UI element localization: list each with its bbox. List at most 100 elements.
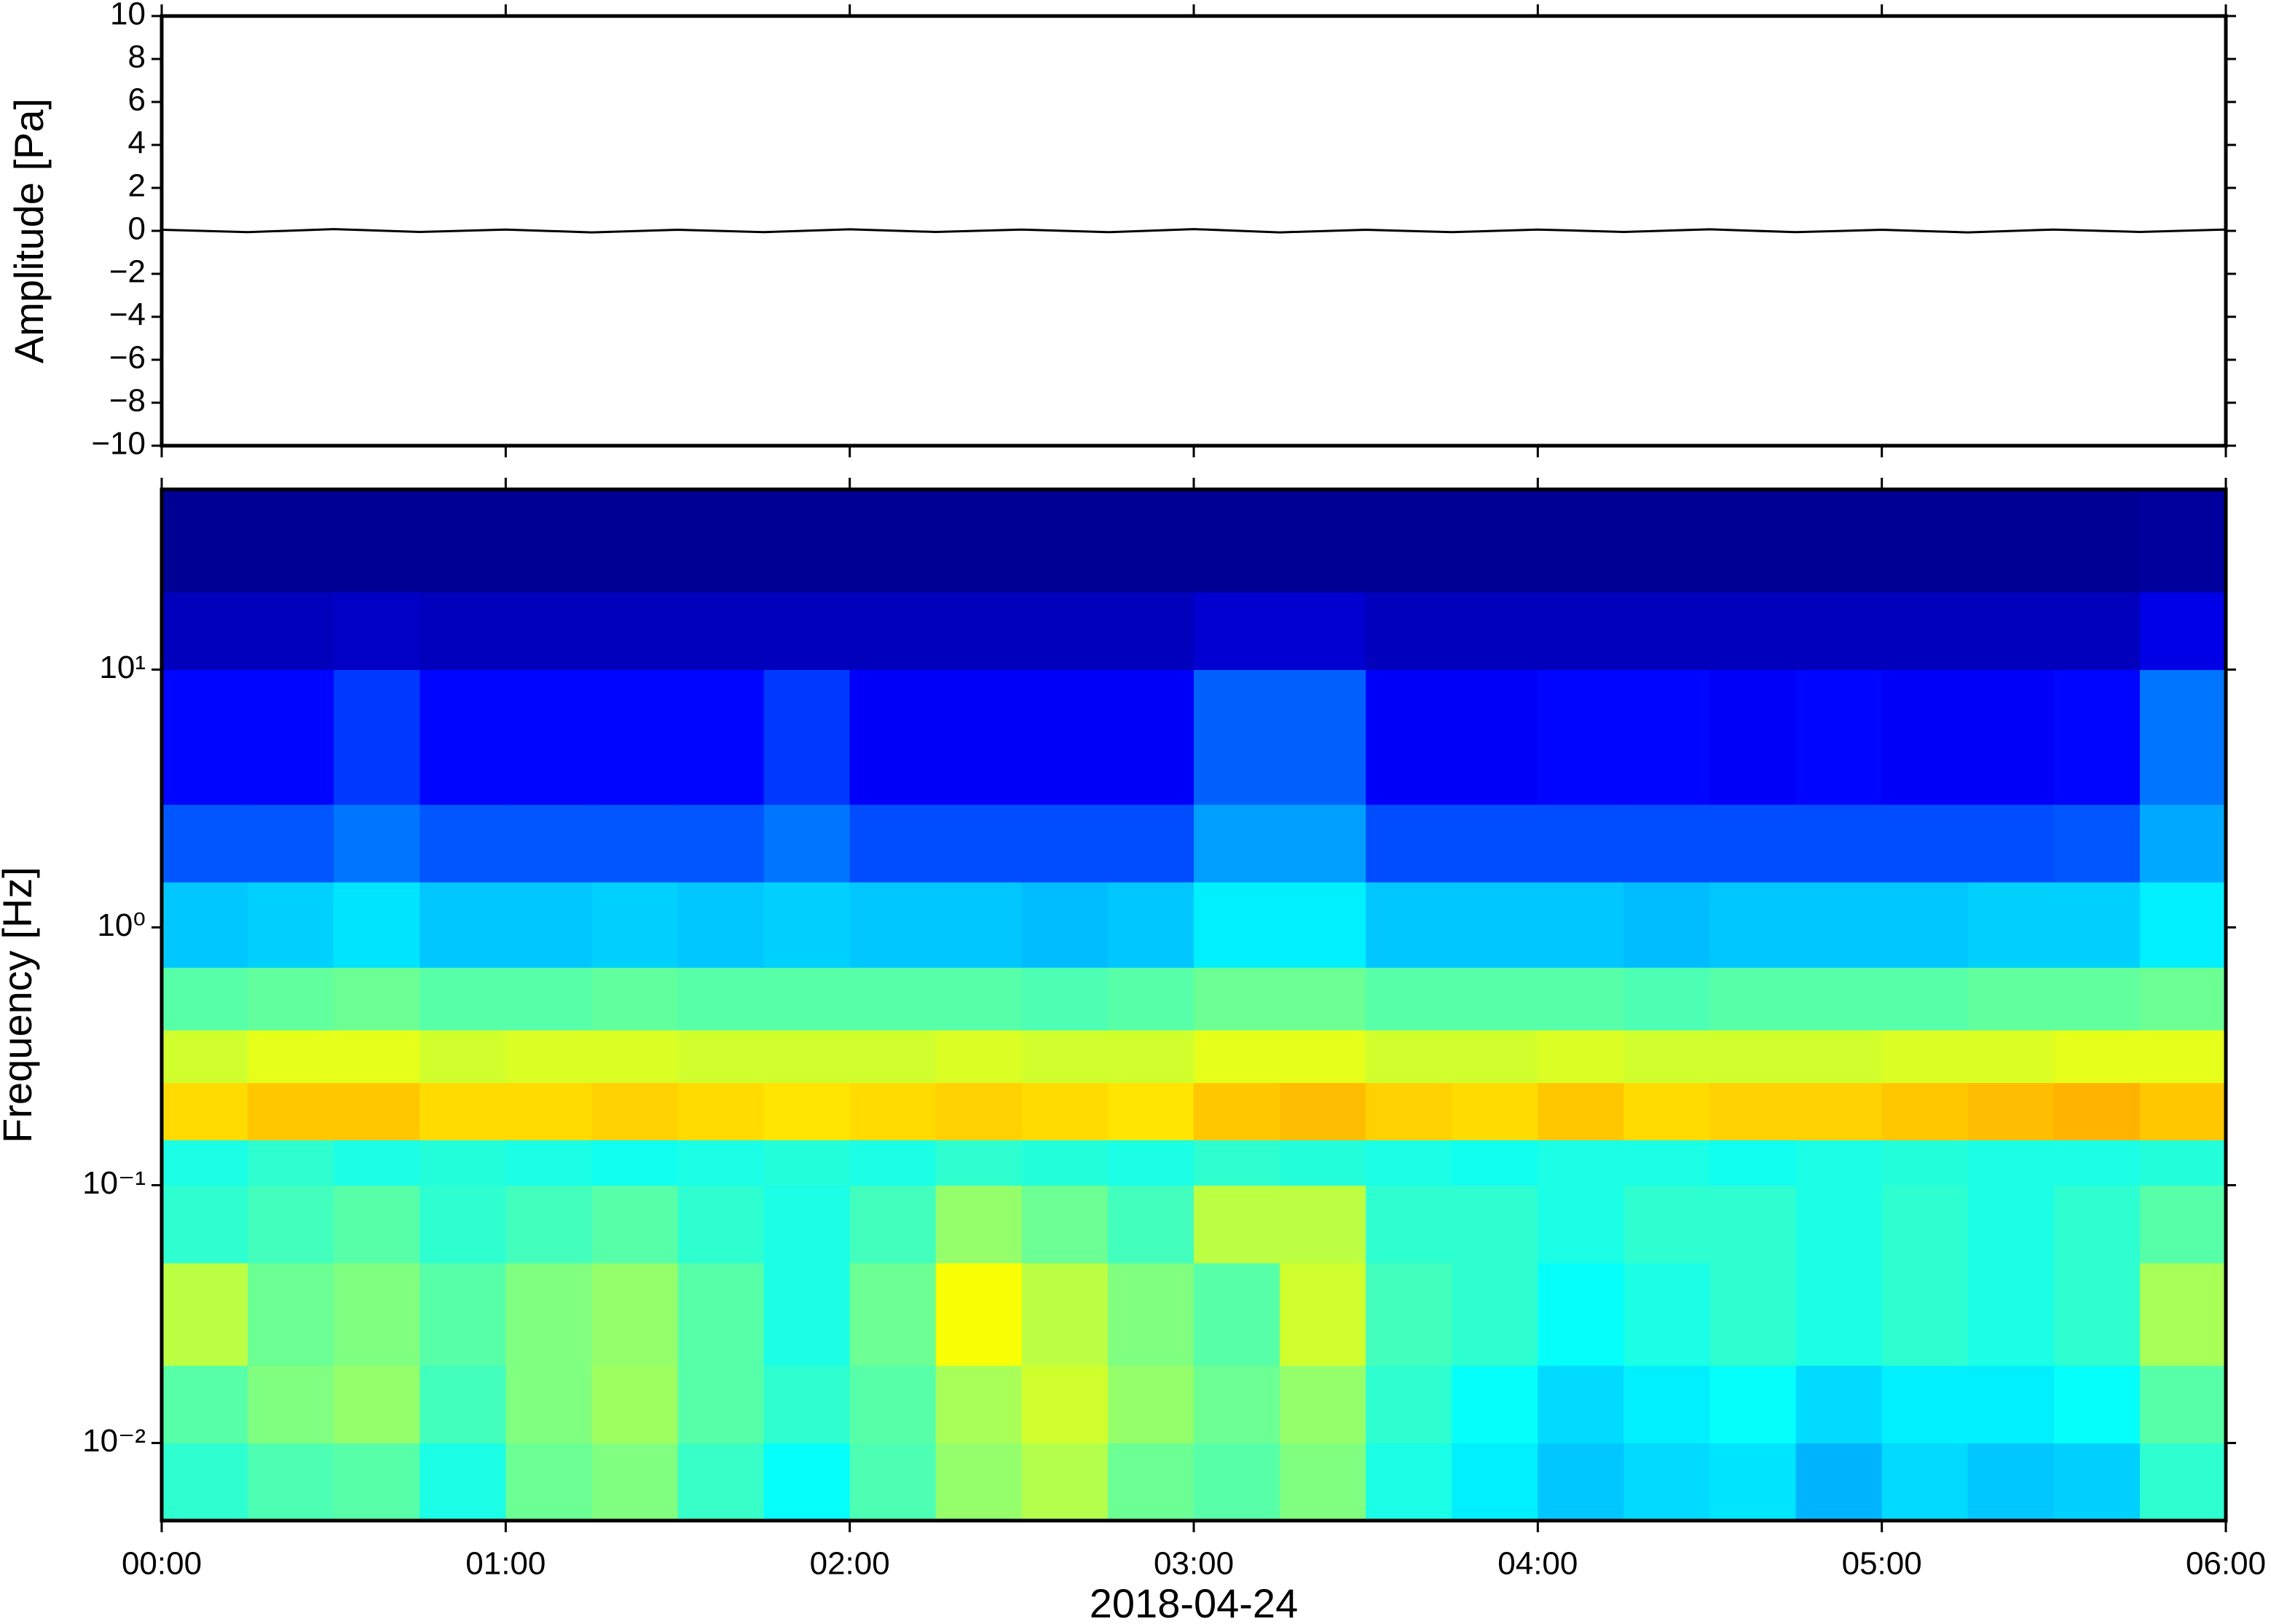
y-tick-label: −8 [109, 383, 146, 419]
spectrogram-cell [2053, 1365, 2141, 1444]
spectrogram-cell [1280, 669, 1366, 805]
spectrogram-cell [1538, 489, 1625, 593]
spectrogram-cell [677, 1443, 765, 1521]
spectrogram-cell [1881, 669, 1969, 805]
spectrogram-cell [420, 967, 506, 1030]
spectrogram-cell [2053, 1185, 2141, 1264]
spectrogram-cell [248, 591, 334, 671]
spectrogram-cell [248, 804, 334, 883]
spectrogram-cell [763, 1263, 851, 1366]
spectrogram-cell [849, 804, 937, 883]
spectrogram-cell [1107, 1263, 1194, 1366]
spectrogram-cell [2139, 1443, 2227, 1521]
spectrogram-cell [1194, 1443, 1280, 1521]
x-tick-label: 06:00 [2186, 1546, 2266, 1582]
spectrogram-cell [591, 669, 679, 805]
spectrogram-cell [420, 669, 506, 805]
spectrogram-cell [1538, 1365, 1625, 1444]
spectrogram-cell [505, 804, 593, 883]
spectrogram [162, 489, 2227, 1521]
x-axis-label: 2018-04-24 [1090, 1580, 1298, 1624]
spectrogram-cell [1280, 591, 1366, 671]
spectrogram-cell [1452, 1365, 1538, 1444]
spectrogram-cell [763, 804, 851, 883]
spectrogram-cell [1538, 1140, 1625, 1186]
spectrogram-cell [334, 489, 420, 593]
spectrogram-cell [763, 1030, 851, 1084]
spectrogram-cell [677, 1365, 765, 1444]
spectrogram-cell [935, 1140, 1023, 1186]
spectrogram-cell [1366, 489, 1452, 593]
spectrogram-cell [420, 1082, 506, 1140]
spectrogram-cell [763, 1365, 851, 1444]
spectrogram-cell [248, 1140, 334, 1186]
spectrogram-cell [1709, 1140, 1797, 1186]
spectrogram-cell [505, 967, 593, 1030]
spectrogram-cell [849, 1443, 937, 1521]
spectrogram-cell [248, 1365, 334, 1444]
spectrogram-cell [763, 967, 851, 1030]
spectrogram-cell [1881, 804, 1969, 883]
spectrogram-cell [1538, 967, 1625, 1030]
spectrogram-cell [1967, 1263, 2055, 1366]
spectrogram-cell [935, 804, 1023, 883]
spectrogram-cell [505, 1082, 593, 1140]
spectrogram-cell [505, 1030, 593, 1084]
spectrogram-cell [2139, 1263, 2227, 1366]
spectrogram-cell [1538, 1443, 1625, 1521]
spectrogram-cell [1967, 1185, 2055, 1264]
spectrogram-cell [591, 489, 679, 593]
spectrogram-cell [505, 1140, 593, 1186]
spectrogram-cell [334, 669, 420, 805]
spectrogram-cell [334, 1185, 420, 1264]
spectrogram-cell [2139, 1140, 2227, 1186]
spectrogram-cell [849, 882, 937, 968]
y-tick-label: 10 [110, 0, 146, 32]
spectrogram-cell [1366, 882, 1452, 968]
spectrogram-cell [1280, 967, 1366, 1030]
spectrogram-cell [1107, 882, 1194, 968]
spectrogram-cell [1538, 1030, 1625, 1084]
spectrogram-cell [1021, 669, 1109, 805]
spectrogram-cell [334, 1263, 420, 1366]
spectrogram-cell [591, 804, 679, 883]
spectrogram-cell [677, 1185, 765, 1264]
x-tick-label: 01:00 [465, 1546, 546, 1582]
spectrogram-cell [591, 967, 679, 1030]
y-axis-label: Amplitude [Pa] [6, 98, 52, 363]
spectrogram-cell [248, 1030, 334, 1084]
spectrogram-cell [1795, 489, 1883, 593]
spectrogram-cell [1709, 882, 1797, 968]
spectrogram-cell [1709, 1263, 1797, 1366]
spectrogram-cell [1795, 1030, 1883, 1084]
spectrogram-cell [2053, 804, 2141, 883]
y-tick-label: 4 [128, 125, 146, 161]
spectrogram-cell [1967, 967, 2055, 1030]
spectrogram-cell [505, 591, 593, 671]
spectrogram-cell [1795, 967, 1883, 1030]
spectrogram-cell [505, 1443, 593, 1521]
spectrogram-cell [1623, 489, 1711, 593]
spectrogram-cell [420, 591, 506, 671]
spectrogram-cell [1881, 967, 1969, 1030]
spectrogram-cell [1452, 1263, 1538, 1366]
spectrogram-cell [1709, 1365, 1797, 1444]
spectrogram-cell [2053, 967, 2141, 1030]
spectrogram-cell [1795, 1365, 1883, 1444]
spectrogram-cell [1021, 1443, 1109, 1521]
spectrogram-cell [1452, 1185, 1538, 1264]
spectrogram-cell [1623, 669, 1711, 805]
spectrogram-cell [1194, 1140, 1280, 1186]
spectrogram-cell [162, 591, 248, 671]
spectrogram-cell [1452, 1082, 1538, 1140]
spectrogram-cell [1538, 591, 1625, 671]
spectrogram-cell [1623, 967, 1711, 1030]
spectrogram-cell [1795, 1185, 1883, 1264]
spectrogram-cell [505, 882, 593, 968]
spectrogram-cell [1366, 1365, 1452, 1444]
spectrogram-cell [1795, 882, 1883, 968]
spectrogram-cell [1623, 1030, 1711, 1084]
spectrogram-cell [248, 1443, 334, 1521]
spectrogram-cell [1366, 1185, 1452, 1264]
